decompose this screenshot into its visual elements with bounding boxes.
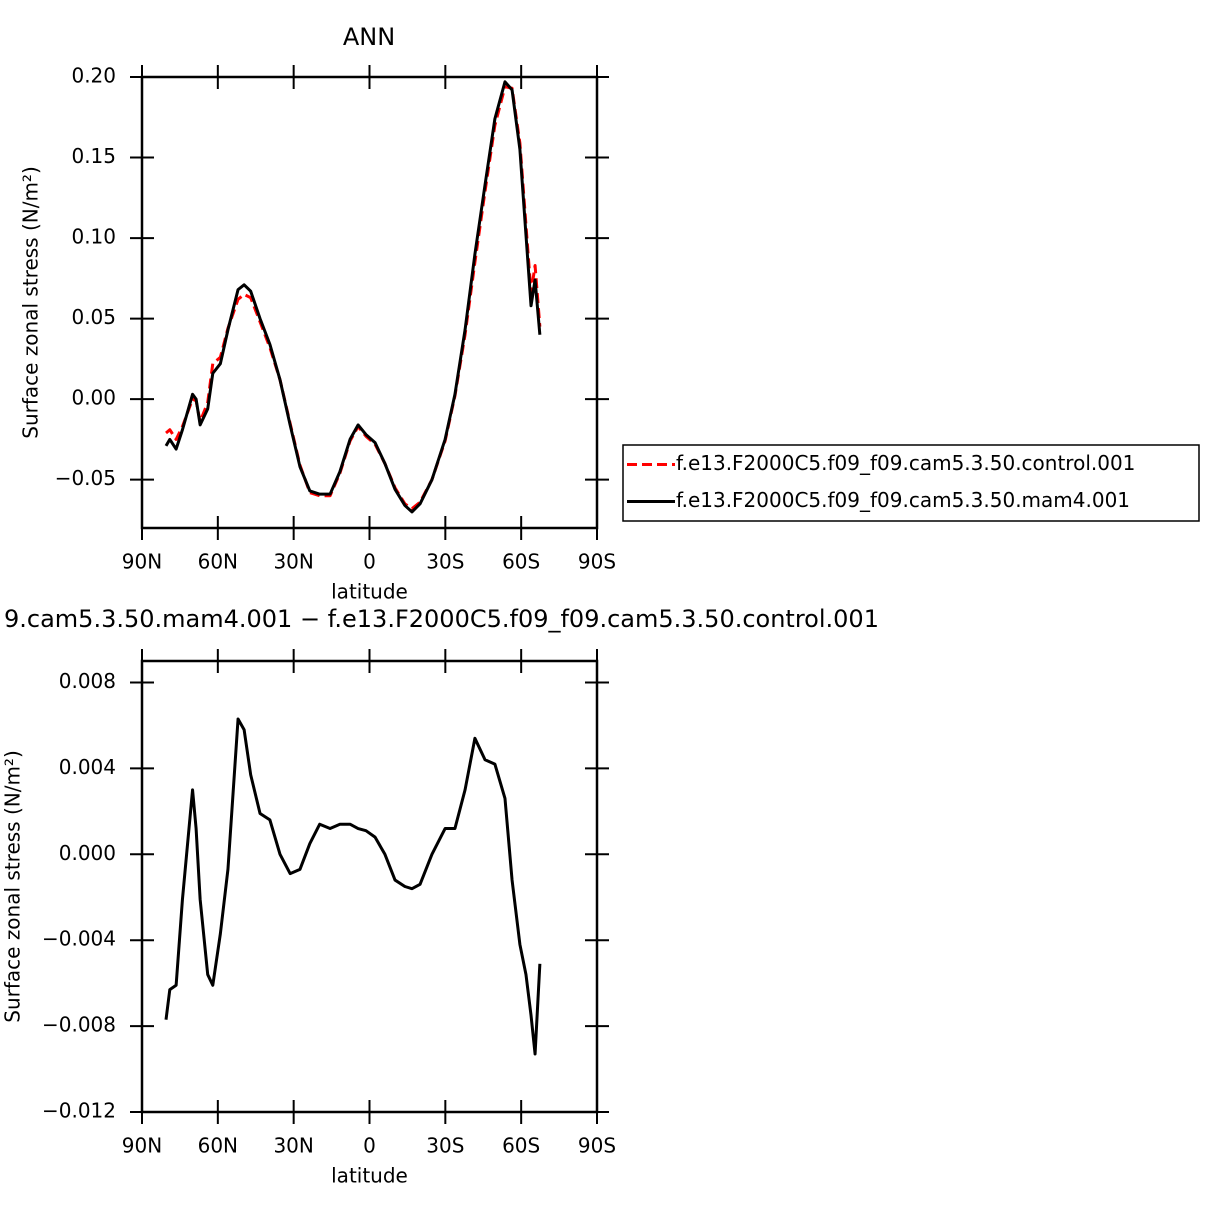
plot [164,80,542,514]
x-tick-label: 90N [122,550,162,574]
y-tick-label: −0.008 [42,1013,116,1037]
x-tick-label: 30N [273,1134,313,1158]
legend-label: f.e13.F2000C5.f09_f09.cam5.3.50.mam4.001 [676,488,1130,512]
data-line [164,80,542,514]
x-tick-label: 30S [426,550,464,574]
x-tick-label: 90S [578,1134,616,1158]
y-axis-label: Surface zonal stress (N/m²) [1,750,25,1022]
plot-frame [140,659,599,1114]
x-tick-label: 90S [578,550,616,574]
x-tick-label: 60S [502,550,540,574]
legend-label: f.e13.F2000C5.f09_f09.cam5.3.50.control.… [676,451,1135,475]
x-axis-label: latitude [331,580,408,604]
y-tick-label: −0.012 [42,1099,116,1123]
data-line [164,717,542,1056]
x-tick-label: 0 [363,550,376,574]
data-line [165,85,542,511]
x-tick-label: 60S [502,1134,540,1158]
x-tick-label: 30S [426,1134,464,1158]
y-tick-label: 0.004 [59,755,116,779]
chart-title: ANN [343,23,395,51]
y-tick-label: 0.10 [71,225,116,249]
y-tick-label: 0.05 [71,305,116,329]
y-tick-label: 0.000 [59,841,116,865]
y-tick-label: 0.008 [59,669,116,693]
plot-frame [140,75,599,530]
y-axis-label: Surface zonal stress (N/m²) [19,166,43,438]
x-axis-label: latitude [331,1164,408,1188]
y-tick-label: 0.00 [71,386,116,410]
x-tick-label: 30N [273,550,313,574]
legend-box [622,444,1200,522]
x-tick-label: 90N [122,1134,162,1158]
y-tick-label: 0.20 [71,64,116,88]
y-tick-label: −0.05 [55,466,116,490]
chart-title: 9.cam5.3.50.mam4.001 − f.e13.F2000C5.f09… [4,605,879,633]
x-tick-label: 0 [363,1134,376,1158]
y-tick-label: 0.15 [71,144,116,168]
x-tick-label: 60N [198,1134,238,1158]
x-tick-label: 60N [198,550,238,574]
plot [164,717,542,1056]
y-tick-label: −0.004 [42,927,116,951]
